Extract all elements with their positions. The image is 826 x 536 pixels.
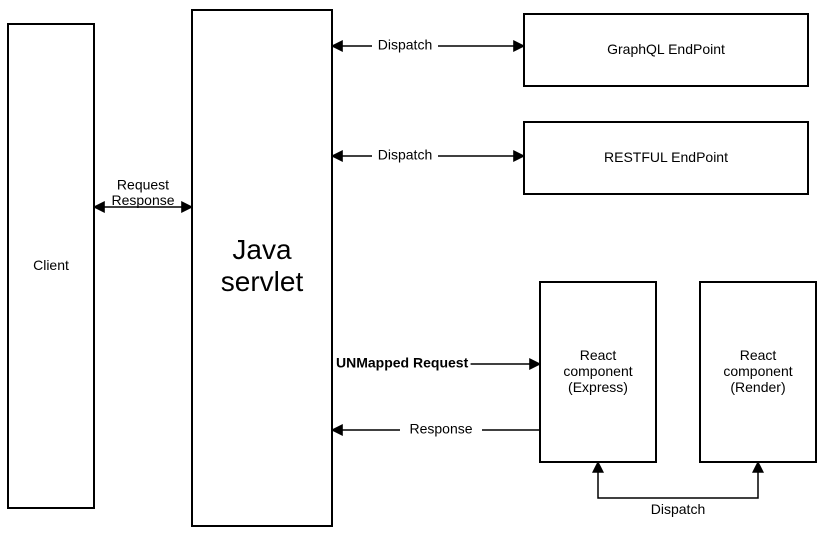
client-label: Client xyxy=(33,257,69,273)
dispatch_graphql-label: Dispatch xyxy=(378,37,432,53)
unmapped-label: UNMapped Request xyxy=(336,355,469,371)
express-render-edge xyxy=(598,462,758,498)
servlet-label: Javaservlet xyxy=(221,234,304,297)
restful-label: RESTFUL EndPoint xyxy=(604,149,728,165)
graphql-label: GraphQL EndPoint xyxy=(607,41,725,57)
express-render-label: Dispatch xyxy=(651,501,705,517)
response_express-label: Response xyxy=(409,421,472,437)
client_servlet-label: RequestResponse xyxy=(111,177,174,208)
dispatch_restful-label: Dispatch xyxy=(378,147,432,163)
